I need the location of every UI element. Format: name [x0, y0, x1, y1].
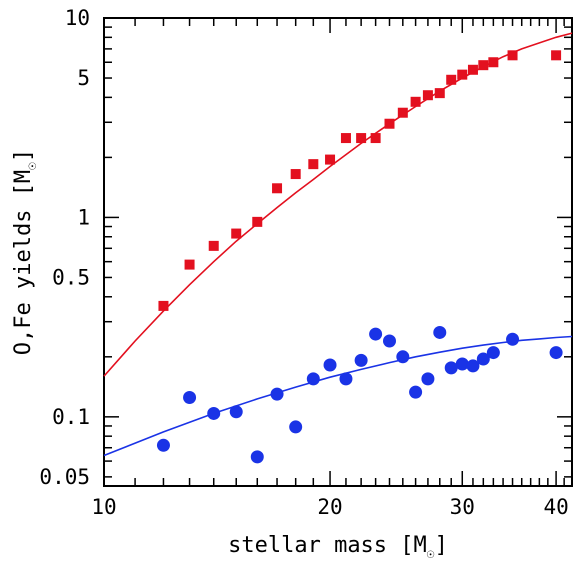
- iron-point: [339, 372, 353, 386]
- y-axis-label: O,Fe yields [M☉]: [11, 149, 40, 356]
- oxygen-point: [370, 133, 381, 144]
- iron-point: [250, 450, 264, 464]
- iron-point: [409, 385, 423, 399]
- iron-point: [229, 405, 243, 419]
- iron-point: [455, 357, 469, 371]
- oxygen-point: [507, 50, 518, 61]
- y-tick-label: 10: [65, 6, 90, 30]
- fit-curves: [103, 32, 573, 457]
- oxygen-point: [457, 69, 468, 80]
- y-tick-label: 5: [77, 66, 90, 90]
- iron-point: [369, 327, 383, 341]
- oxygen-point: [478, 60, 489, 71]
- oxygen-point: [231, 228, 242, 239]
- x-axis-label-text: stellar mass [M: [228, 533, 427, 558]
- iron-point: [476, 352, 490, 366]
- oxygen-point: [467, 64, 478, 75]
- iron-point: [396, 350, 410, 364]
- iron-point: [383, 334, 397, 348]
- iron-point: [289, 420, 303, 434]
- iron-point: [486, 346, 500, 360]
- iron-point: [270, 387, 284, 401]
- oxygen-point: [252, 216, 263, 227]
- iron-point: [433, 325, 447, 339]
- oxygen-point: [184, 259, 195, 270]
- axis-ticks: [104, 17, 573, 486]
- iron-point: [183, 391, 197, 405]
- iron-point: [466, 359, 480, 373]
- oxygen-point: [340, 133, 351, 144]
- x-tick-label: 30: [450, 495, 475, 519]
- x-axis-solar-symbol: ☉: [427, 547, 435, 562]
- y-tick-label: 1: [77, 205, 90, 229]
- iron-point: [444, 361, 458, 375]
- oxygen-point: [422, 90, 433, 101]
- iron-point: [306, 372, 320, 386]
- plot-frame: [103, 17, 573, 487]
- data-markers: [156, 50, 563, 464]
- oxygen-point: [551, 50, 562, 61]
- x-tick-label: 40: [543, 495, 568, 519]
- y-tick-label: 0.1: [52, 405, 90, 429]
- x-tick-label: 10: [91, 495, 116, 519]
- y-axis-label-suffix: ]: [11, 149, 36, 162]
- iron-point: [506, 332, 520, 346]
- oxygen-point: [410, 96, 421, 107]
- iron-point: [354, 353, 368, 367]
- oxygen-point: [290, 169, 301, 180]
- oxygen-point: [488, 57, 499, 68]
- x-axis-label: stellar mass [M☉]: [228, 533, 448, 562]
- iron-point: [156, 438, 170, 452]
- x-axis-label-suffix: ]: [435, 533, 448, 558]
- oxygen-point: [158, 300, 169, 311]
- oxygen-point: [434, 88, 445, 99]
- iron-point: [323, 358, 337, 372]
- oxygen-point: [208, 240, 219, 251]
- y-axis-solar-symbol: ☉: [25, 162, 40, 170]
- oxygen-point: [384, 118, 395, 129]
- iron-fit-line: [103, 335, 573, 457]
- oxygen-point: [325, 154, 336, 165]
- oxygen-fit-line: [103, 32, 573, 377]
- y-axis-label-text: O,Fe yields [M: [11, 170, 36, 355]
- oxygen-point: [272, 183, 283, 194]
- oxygen-point: [446, 74, 457, 85]
- iron-point: [421, 372, 435, 386]
- oxygen-point: [308, 159, 319, 170]
- tick-labels: 10 20 30 40 0.05 0.1 0.5 1 5 10: [39, 6, 568, 519]
- iron-point: [549, 346, 563, 360]
- y-tick-label: 0.05: [39, 465, 90, 489]
- y-tick-label: 0.5: [52, 265, 90, 289]
- oxygen-point: [397, 107, 408, 118]
- x-tick-label: 20: [317, 495, 342, 519]
- oxygen-point: [356, 133, 367, 144]
- iron-point: [207, 406, 221, 420]
